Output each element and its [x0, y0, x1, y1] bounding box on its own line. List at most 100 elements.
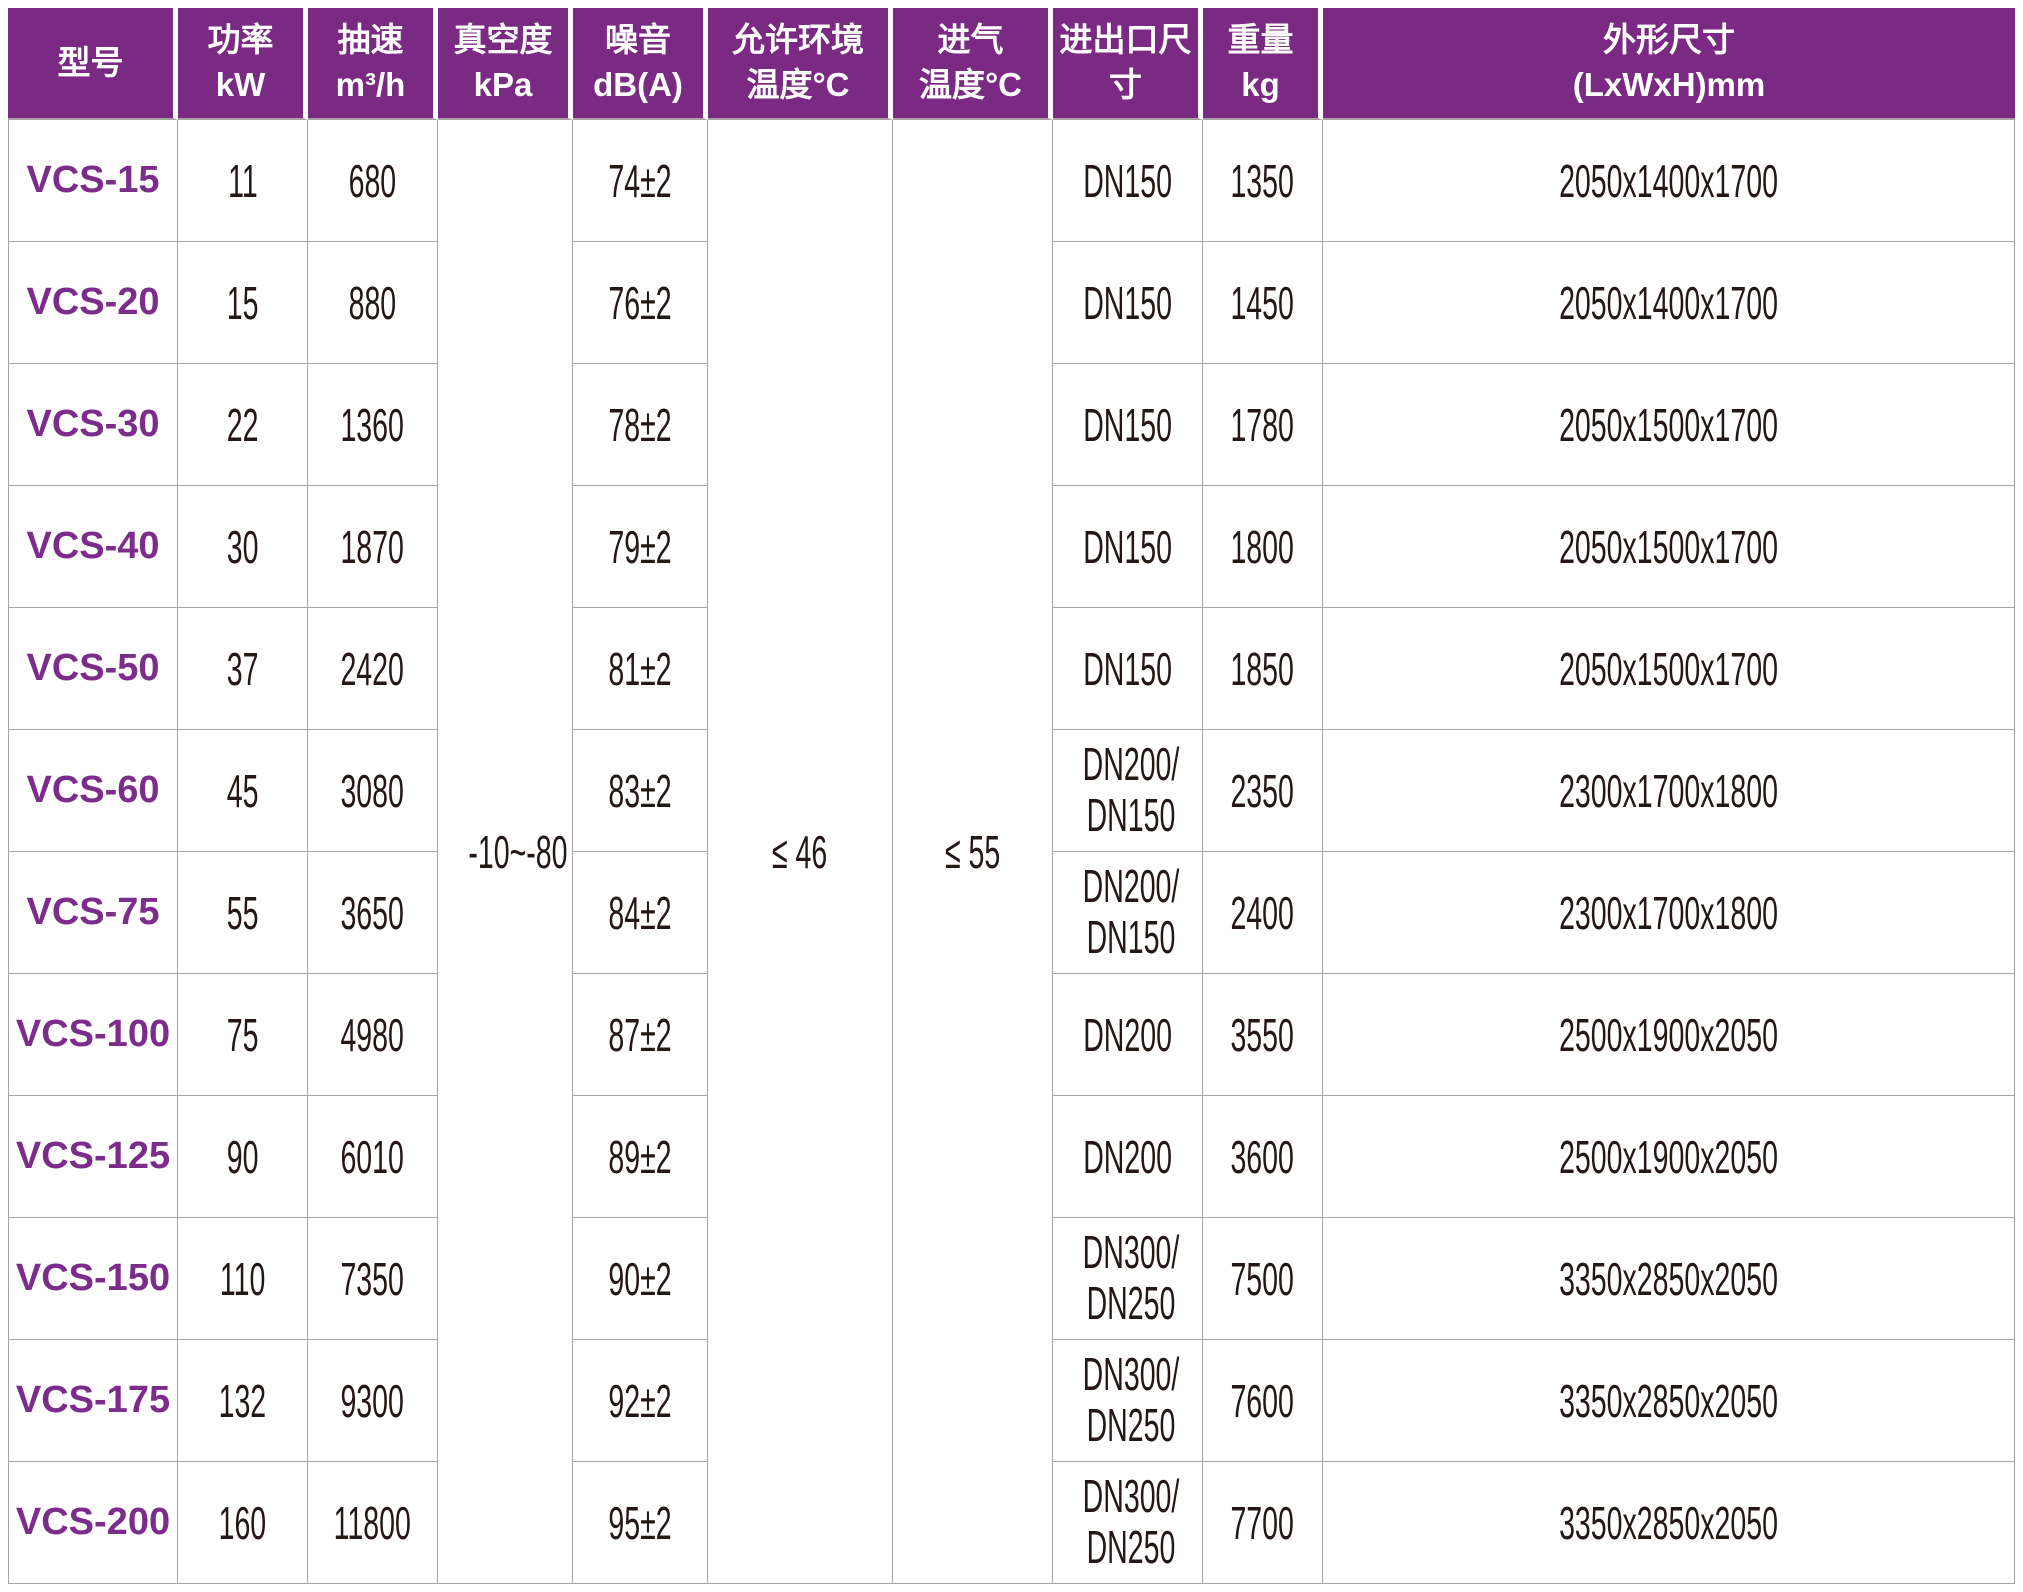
table-row: VCS-20 15 880 76±2 DN150 1450 2050x1400x…: [8, 242, 2015, 364]
cell-dims: 2300x1700x1800: [1323, 852, 2015, 974]
col-header-power: 功率 kW: [178, 8, 308, 120]
cell-weight: 2400: [1203, 852, 1323, 974]
cell-noise: 84±2: [573, 852, 708, 974]
cell-noise-value: 81±2: [608, 642, 672, 695]
cell-model: VCS-15: [8, 120, 178, 242]
cell-ports: DN200: [1053, 974, 1203, 1096]
cell-power: 11: [178, 120, 308, 242]
cell-power: 160: [178, 1462, 308, 1584]
cell-noise-value: 83±2: [608, 764, 672, 817]
cell-power: 15: [178, 242, 308, 364]
cell-weight: 7600: [1203, 1340, 1323, 1462]
cell-ports-value: DN150: [1083, 276, 1172, 329]
cell-dims-value: 2300x1700x1800: [1559, 886, 1778, 939]
cell-ports-value: DN200: [1083, 1130, 1172, 1183]
cell-model: VCS-125: [8, 1096, 178, 1218]
cell-ambient-temp-value: ≤ 46: [772, 825, 828, 878]
cell-speed-value: 680: [348, 154, 397, 207]
cell-vacuum-value: -10~-80: [468, 825, 568, 878]
cell-dims: 2500x1900x2050: [1323, 974, 2015, 1096]
table-row: VCS-40 30 1870 79±2 DN150 1800 2050x1500…: [8, 486, 2015, 608]
cell-dims-value: 2500x1900x2050: [1559, 1130, 1778, 1183]
cell-ports: DN150: [1053, 364, 1203, 486]
cell-ports-value: DN200/ DN150: [1082, 859, 1180, 964]
cell-speed-value: 1360: [340, 398, 405, 451]
cell-power: 45: [178, 730, 308, 852]
cell-noise: 92±2: [573, 1340, 708, 1462]
cell-weight: 1850: [1203, 608, 1323, 730]
cell-ports: DN200/ DN150: [1053, 730, 1203, 852]
cell-dims-value: 2500x1900x2050: [1559, 1008, 1778, 1061]
col-header-intake-temp: 进气 温度°C: [893, 8, 1053, 120]
cell-speed: 880: [308, 242, 438, 364]
cell-weight: 7500: [1203, 1218, 1323, 1340]
cell-dims-value: 3350x2850x2050: [1559, 1252, 1778, 1305]
cell-speed: 3080: [308, 730, 438, 852]
cell-weight-value: 2350: [1230, 764, 1295, 817]
cell-power-value: 37: [226, 642, 259, 695]
table-row: VCS-60 45 3080 83±2 DN200/ DN150 2350 23…: [8, 730, 2015, 852]
cell-ports: DN300/ DN250: [1053, 1340, 1203, 1462]
col-header-noise-label: 噪音 dB(A): [593, 21, 683, 103]
table-row: VCS-100 75 4980 87±2 DN200 3550 2500x190…: [8, 974, 2015, 1096]
cell-speed-value: 9300: [340, 1374, 405, 1427]
cell-dims-value: 2050x1400x1700: [1559, 276, 1778, 329]
cell-ports: DN200: [1053, 1096, 1203, 1218]
col-header-dims: 外形尺寸 (LxWxH)mm: [1323, 8, 2015, 120]
cell-speed-value: 11800: [333, 1496, 412, 1549]
cell-speed-value: 880: [348, 276, 397, 329]
cell-noise: 95±2: [573, 1462, 708, 1584]
cell-ports-value: DN200/ DN150: [1082, 737, 1180, 842]
cell-dims-value: 2050x1500x1700: [1559, 398, 1778, 451]
cell-model: VCS-175: [8, 1340, 178, 1462]
cell-ports: DN150: [1053, 608, 1203, 730]
cell-ports: DN300/ DN250: [1053, 1462, 1203, 1584]
cell-noise-value: 92±2: [608, 1374, 672, 1427]
cell-speed: 4980: [308, 974, 438, 1096]
cell-noise: 83±2: [573, 730, 708, 852]
cell-ports: DN200/ DN150: [1053, 852, 1203, 974]
cell-speed: 9300: [308, 1340, 438, 1462]
table-row: VCS-150 110 7350 90±2 DN300/ DN250 7500 …: [8, 1218, 2015, 1340]
cell-speed: 2420: [308, 608, 438, 730]
cell-dims: 3350x2850x2050: [1323, 1218, 2015, 1340]
cell-power-value: 110: [219, 1252, 266, 1305]
cell-ports-value: DN150: [1083, 154, 1172, 207]
cell-noise: 87±2: [573, 974, 708, 1096]
cell-noise-value: 87±2: [608, 1008, 672, 1061]
cell-power: 110: [178, 1218, 308, 1340]
cell-ports: DN150: [1053, 120, 1203, 242]
cell-weight-value: 7500: [1230, 1252, 1295, 1305]
cell-weight: 1800: [1203, 486, 1323, 608]
cell-weight: 1780: [1203, 364, 1323, 486]
cell-weight-value: 1450: [1230, 276, 1295, 329]
cell-noise-value: 84±2: [608, 886, 672, 939]
cell-noise-value: 90±2: [608, 1252, 672, 1305]
cell-noise-value: 95±2: [608, 1496, 672, 1549]
cell-weight: 3550: [1203, 974, 1323, 1096]
cell-dims: 2500x1900x2050: [1323, 1096, 2015, 1218]
cell-power-value: 30: [226, 520, 259, 573]
cell-model: VCS-20: [8, 242, 178, 364]
table-row: VCS-125 90 6010 89±2 DN200 3600 2500x190…: [8, 1096, 2015, 1218]
cell-noise: 76±2: [573, 242, 708, 364]
cell-power: 90: [178, 1096, 308, 1218]
cell-weight-value: 1850: [1230, 642, 1295, 695]
cell-weight: 7700: [1203, 1462, 1323, 1584]
cell-ports-value: DN150: [1083, 642, 1172, 695]
table-row: VCS-30 22 1360 78±2 DN150 1780 2050x1500…: [8, 364, 2015, 486]
col-header-dims-label: 外形尺寸 (LxWxH)mm: [1572, 21, 1766, 103]
cell-dims-value: 2050x1500x1700: [1559, 642, 1778, 695]
cell-noise: 78±2: [573, 364, 708, 486]
cell-weight-value: 3600: [1230, 1130, 1295, 1183]
col-header-ports-label: 进出口尺 寸: [1059, 21, 1192, 103]
cell-speed: 7350: [308, 1218, 438, 1340]
cell-dims-value: 3350x2850x2050: [1559, 1496, 1778, 1549]
cell-model: VCS-30: [8, 364, 178, 486]
cell-noise-value: 89±2: [608, 1130, 672, 1183]
cell-power: 30: [178, 486, 308, 608]
spec-table: 型号 功率 kW 抽速 m³/h 真空度 kPa 噪音 dB(A) 允许环境 温…: [8, 8, 2015, 1584]
col-header-speed-label: 抽速 m³/h: [335, 21, 406, 103]
cell-weight-value: 3550: [1230, 1008, 1295, 1061]
cell-weight-value: 1800: [1230, 520, 1295, 573]
